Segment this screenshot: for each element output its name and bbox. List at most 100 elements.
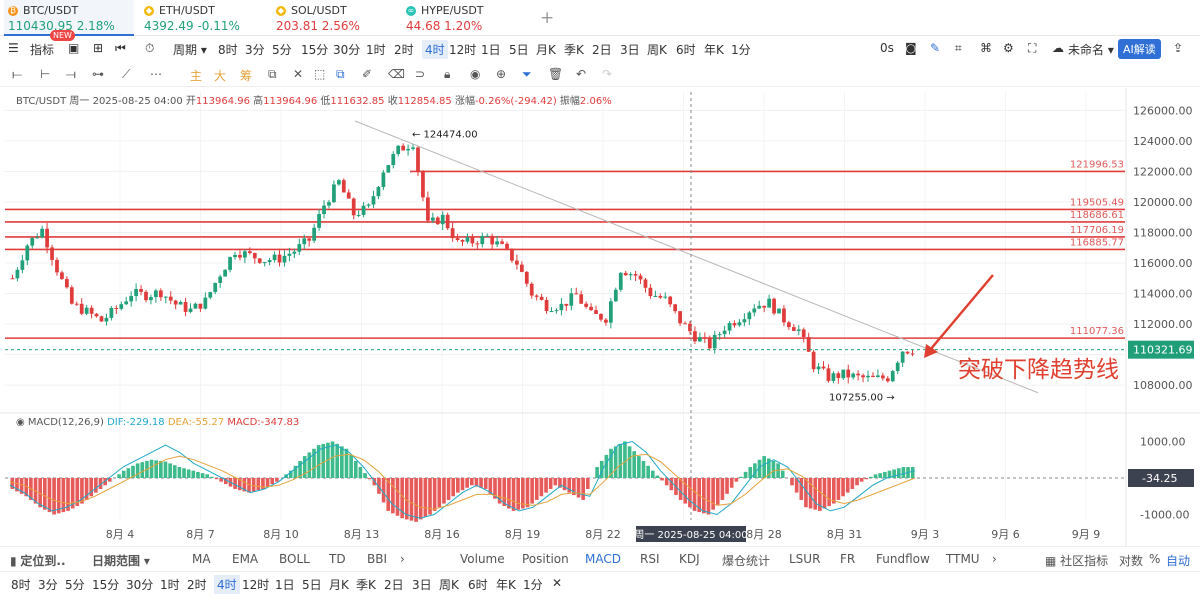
log-scale-button[interactable]: 对数 [1119, 554, 1144, 568]
timeframe-16[interactable]: 6时 [468, 578, 488, 592]
timeframe-5[interactable]: 1时 [160, 578, 180, 592]
close-timeframes-icon[interactable]: ✕ [552, 576, 563, 590]
timeframe-14[interactable]: 3日 [412, 578, 432, 592]
date-range-button[interactable]: 日期范围 ▾ [92, 554, 150, 568]
pipe-icon[interactable]: ⟞ [66, 67, 76, 81]
main-indicator-bbi[interactable]: BBI [367, 552, 388, 566]
interval-12[interactable]: 季K [564, 43, 584, 57]
pen-icon[interactable]: ✎ [930, 41, 941, 55]
lock-icon[interactable]: 🔒︎ [444, 67, 451, 81]
timeframe-9[interactable]: 1日 [275, 578, 295, 592]
undo-icon[interactable]: ↶ [576, 67, 587, 81]
ruler-icon[interactable]: ⊶ [92, 67, 104, 81]
timeframe-3[interactable]: 15分 [92, 578, 120, 592]
interval-11[interactable]: 月K [536, 43, 556, 57]
timeframe-13[interactable]: 2日 [384, 578, 404, 592]
period-select[interactable]: 周期 ▾ [173, 43, 207, 57]
sub-indicator-4[interactable]: KDJ [679, 552, 700, 566]
share-icon[interactable]: ⇪ [1173, 41, 1184, 55]
interval-15[interactable]: 周K [647, 43, 667, 57]
sub-indicator-2[interactable]: MACD [585, 552, 621, 566]
brush-icon[interactable]: ✐ [362, 67, 373, 81]
interval-7[interactable]: 4时 [422, 40, 448, 59]
magnet-icon[interactable]: ⧉ [268, 67, 277, 81]
sub-indicator-9[interactable]: TTMU [946, 552, 980, 566]
hline-icon[interactable]: ⟝ [12, 67, 22, 81]
drawing-icon[interactable]: ⌘ [980, 41, 992, 55]
sub-indicator-6[interactable]: LSUR [789, 552, 821, 566]
timeframe-0[interactable]: 8时 [11, 578, 31, 592]
sub-indicator-8[interactable]: Fundflow [876, 552, 930, 566]
zoom-icon[interactable]: ⊕ [496, 67, 507, 81]
timeframe-12[interactable]: 季K [356, 578, 376, 592]
tool-main[interactable]: 主 [190, 69, 203, 83]
indicator-icon[interactable]: ☰ [8, 41, 19, 55]
interval-9[interactable]: 1日 [481, 43, 501, 57]
settings-icon[interactable]: ⚙ [1003, 41, 1014, 55]
camera-icon[interactable]: ◙ [905, 41, 917, 55]
community-indicator-button[interactable]: ▦ 社区指标 [1045, 554, 1109, 568]
split-icon[interactable]: ⊞ [93, 41, 104, 55]
trash-icon[interactable]: 🗑︎ [548, 67, 564, 81]
fullscreen-icon[interactable]: ⛶ [1028, 41, 1037, 55]
interval-1[interactable]: 3分 [245, 43, 265, 57]
copy-icon[interactable]: ⧉ [336, 67, 345, 81]
interval-14[interactable]: 3日 [620, 43, 640, 57]
select-icon[interactable]: ⬚ [314, 67, 326, 81]
percent-button[interactable]: % [1149, 552, 1161, 566]
interval-2[interactable]: 5分 [272, 43, 292, 57]
interval-18[interactable]: 1分 [731, 43, 751, 57]
cross-icon[interactable]: ✕ [293, 67, 304, 81]
more-tools-icon[interactable]: ⋯ [150, 67, 162, 81]
timeframe-1[interactable]: 3分 [38, 578, 58, 592]
interval-6[interactable]: 2时 [394, 43, 414, 57]
interval-10[interactable]: 5日 [509, 43, 529, 57]
main-ind-next-icon[interactable]: › [400, 552, 405, 566]
magnet2-icon[interactable]: ⊃ [415, 67, 426, 81]
sub-indicator-5[interactable]: 爆仓统计 [722, 554, 771, 568]
timeframe-7[interactable]: 4时 [214, 575, 240, 594]
period-icon[interactable]: ⏱ [145, 41, 155, 55]
add-ticker-button[interactable]: + [540, 8, 555, 28]
ticker-tab-sol[interactable]: ◆ SOL/USDT 203.81 2.56% [272, 0, 402, 36]
timeframe-18[interactable]: 1分 [523, 578, 543, 592]
interval-16[interactable]: 6时 [676, 43, 696, 57]
main-indicator-ma[interactable]: MA [192, 552, 211, 566]
sub-indicator-3[interactable]: RSI [640, 552, 660, 566]
eraser-icon[interactable]: ⌫ [388, 67, 405, 81]
main-indicator-boll[interactable]: BOLL [279, 552, 310, 566]
interval-5[interactable]: 1时 [366, 43, 386, 57]
macd-eye-icon[interactable]: ◉ [16, 417, 25, 428]
back-icon[interactable]: ⏮ [115, 41, 126, 55]
trendline-icon[interactable]: ⟋ [122, 67, 131, 81]
sub-indicator-7[interactable]: FR [840, 552, 856, 566]
eye-icon[interactable]: ◉ [470, 67, 481, 81]
auto-scale-button[interactable]: 自动 [1166, 554, 1191, 568]
timeframe-2[interactable]: 5分 [65, 578, 85, 592]
sub-ind-next-icon[interactable]: › [992, 552, 997, 566]
redo-icon[interactable]: ↷ [602, 67, 613, 81]
cloud-icon[interactable]: ☁ [1052, 41, 1064, 55]
timeframe-17[interactable]: 年K [496, 578, 516, 592]
timeframe-8[interactable]: 12时 [242, 578, 270, 592]
timeframe-15[interactable]: 周K [439, 578, 459, 592]
interval-4[interactable]: 30分 [333, 43, 361, 57]
price-chart[interactable]: 126000.00 124000.00 122000.00 120000.00 1180… [0, 0, 1200, 546]
ticker-tab-eth[interactable]: ◆ ETH/USDT 4392.49 -0.11% [140, 0, 270, 36]
crop-icon[interactable]: ⌗ [955, 41, 962, 55]
main-indicator-ema[interactable]: EMA [232, 552, 259, 566]
hray-icon[interactable]: ⊢ [40, 67, 51, 81]
ticker-tab-hype[interactable]: ∞ HYPE/USDT 44.68 1.20% [402, 0, 532, 36]
interval-8[interactable]: 12时 [449, 43, 477, 57]
layout-name-select[interactable]: 未命名 ▾ [1068, 43, 1114, 57]
main-indicator-td[interactable]: TD [329, 552, 346, 566]
locate-button[interactable]: ▮ 定位到.. [10, 554, 66, 568]
indicator-button[interactable]: 指标 [30, 43, 55, 57]
ai-interpret-button[interactable]: AI解读 [1118, 39, 1161, 59]
filter-icon[interactable]: ⏷ [522, 67, 532, 81]
tool-big[interactable]: 大 [214, 69, 227, 83]
timeframe-6[interactable]: 2时 [187, 578, 207, 592]
interval-17[interactable]: 年K [704, 43, 724, 57]
interval-3[interactable]: 15分 [301, 43, 329, 57]
sub-indicator-0[interactable]: Volume [460, 552, 505, 566]
